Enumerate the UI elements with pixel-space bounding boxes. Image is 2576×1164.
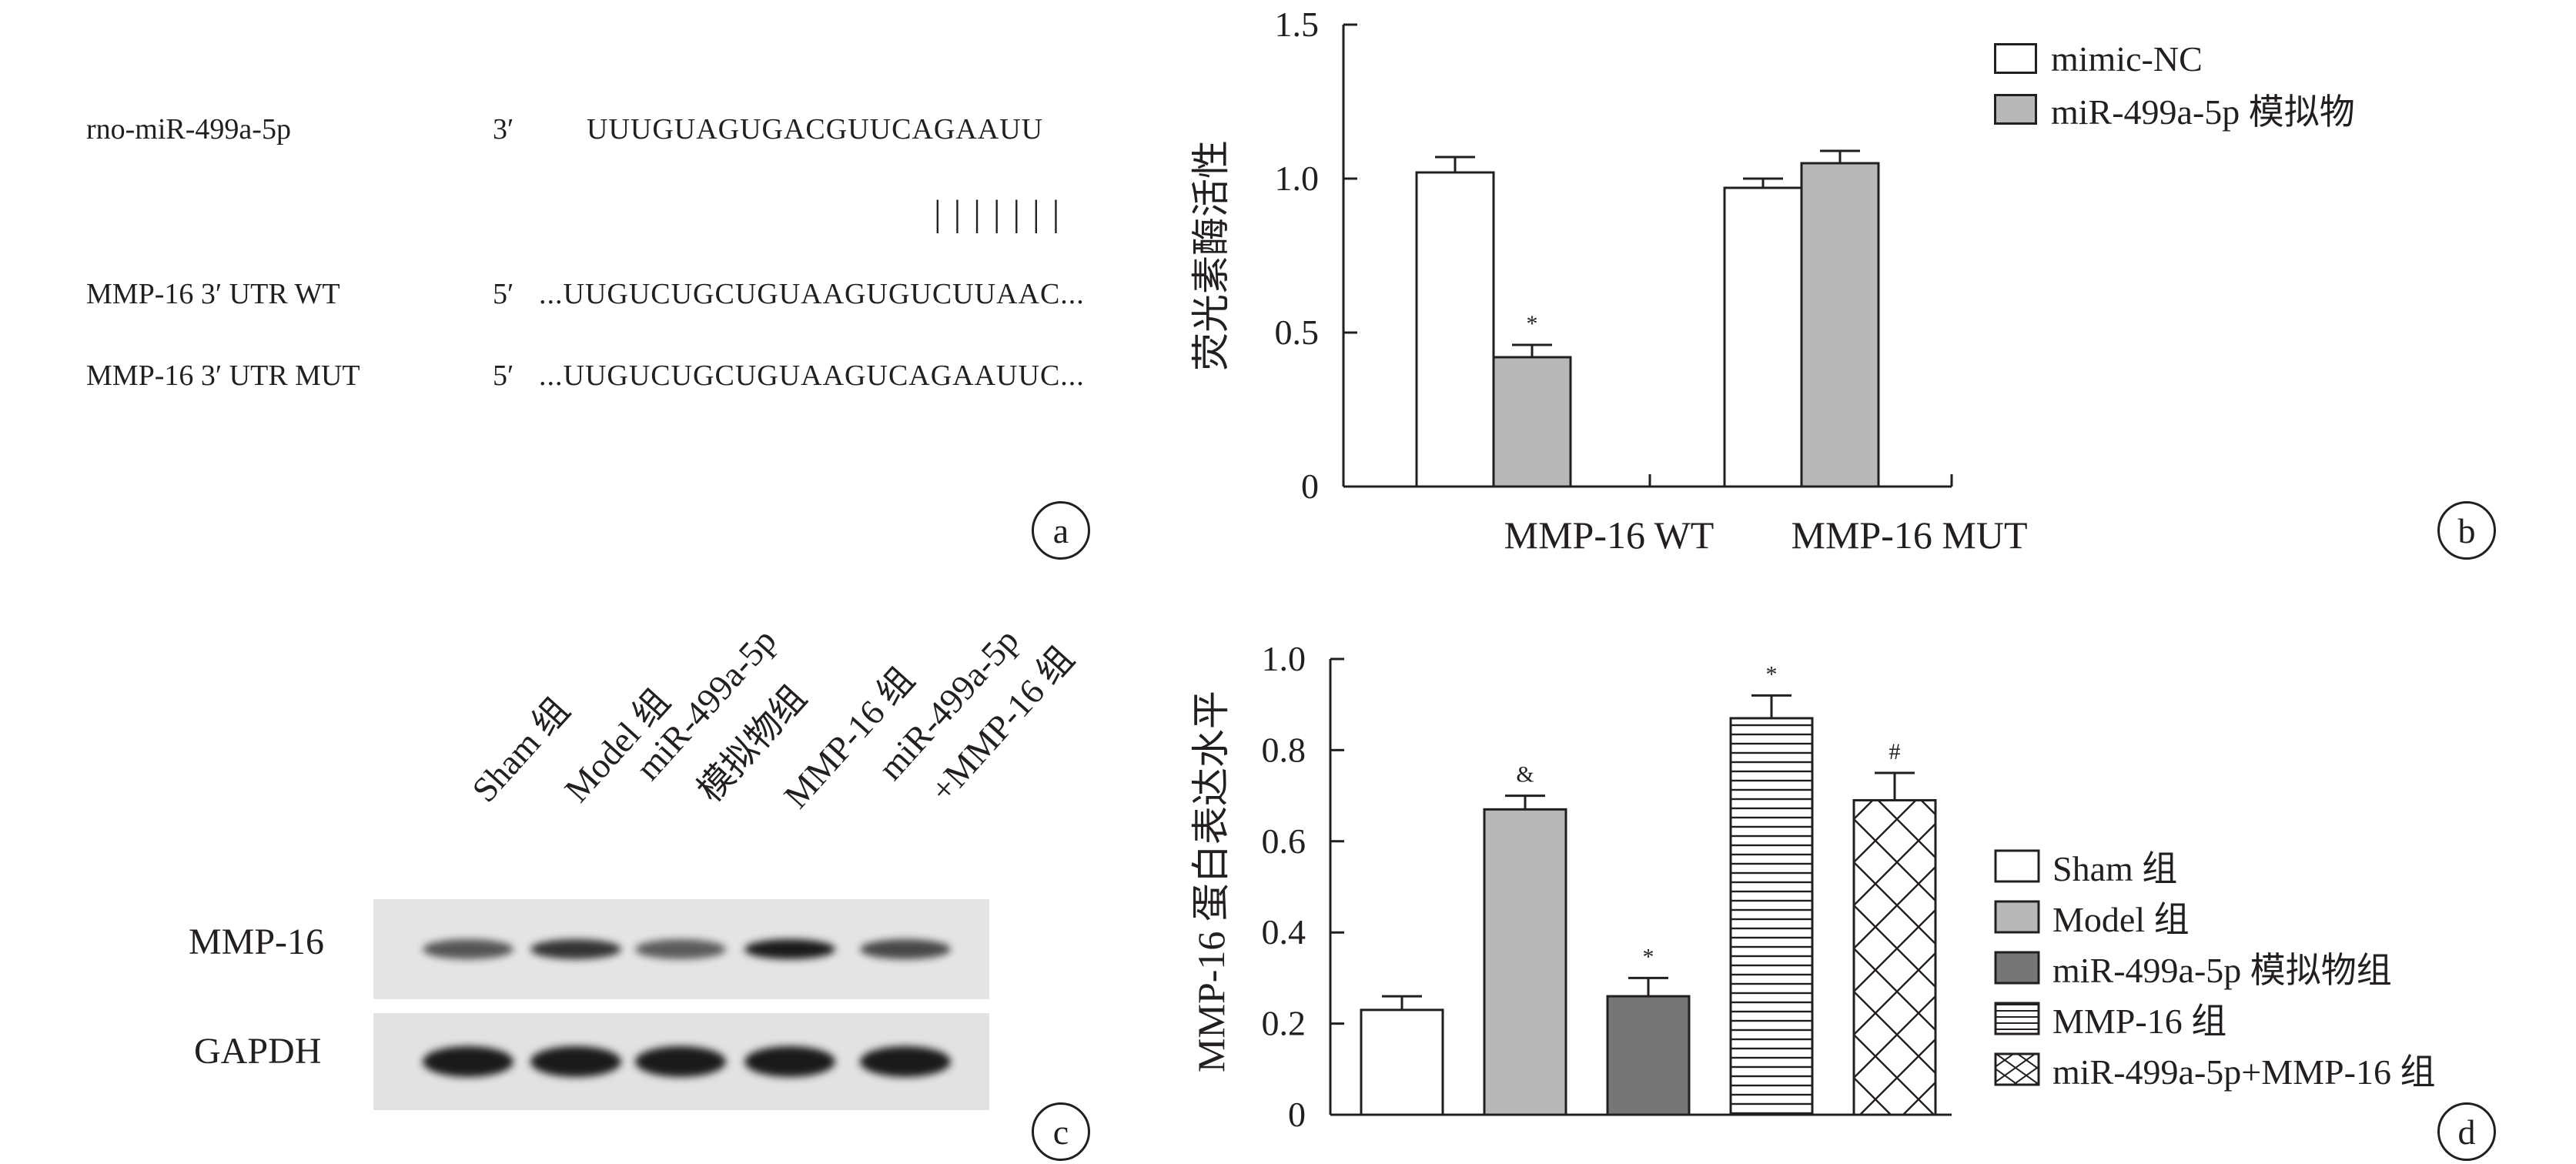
legend-d-label-4: MMP-16 组 [2052,1002,2227,1041]
panel-label-a: a [1032,501,1090,560]
chart-b-ytick-label-3: 1.5 [1275,5,1320,44]
chart-b-xlabel-1: MMP-16 MUT [1791,513,2028,557]
legend-d-label-1: Sham 组 [2052,849,2178,888]
chart-d-ytick-label-2: 0.4 [1262,912,1306,952]
gapdh-band-2 [530,1046,621,1077]
chart-d-bar-4 [1852,799,1937,1116]
legend-d-label-3: miR-499a-5p 模拟物组 [2052,951,2392,990]
blot-strip-mmp16 [373,899,989,999]
seq-pairing-lines: | | | | | | | [934,193,1062,234]
blot-protein-label-mmp16: MMP-16 [189,922,325,962]
chart-d-mark-3: * [1766,661,1778,687]
chart-d-bar-0 [1360,1008,1444,1116]
seq-row-wt-sequence: ...UUGUCUGCUGUAAGUGUCUUAAC... [539,278,1085,310]
chart-d-ylabel: MMP-16 蛋白表达水平 [1189,691,1233,1072]
chart-d-ytick-label-3: 0.6 [1262,821,1306,861]
chart-b-bar-1-0 [1723,186,1803,488]
legend-d-label-2: Model 组 [2052,900,2190,939]
legend-b-label-mimic: miR-499a-5p 模拟物 [2051,92,2355,132]
chart-d-ytick-label-5: 1.0 [1262,639,1306,678]
seq-row-mirna-name: rno-miR-499a-5p [86,113,291,146]
legend-d-swatch-5 [1994,1052,2040,1086]
chart-d-ytick-label-0: 0 [1288,1095,1306,1134]
seq-row-wt-name: MMP-16 3′ UTR WT [86,278,340,310]
chart-b-ytick-label-1: 0.5 [1275,313,1320,352]
legend-d-swatch-2 [1994,900,2040,934]
chart-d-ytick-label-4: 0.8 [1262,730,1306,769]
chart-d-mark-2: * [1643,944,1654,969]
panel-label-c: c [1032,1102,1090,1161]
mmp16-band-3 [635,939,726,959]
chart-b-bar-0-0 [1415,171,1495,488]
seq-row-mirna-end: 3′ [493,113,514,146]
mmp16-band-5 [860,939,951,959]
mmp16-band-4 [744,939,835,959]
chart-b-mark-0-1: * [1527,311,1538,336]
chart-b-xlabel-0: MMP-16 WT [1504,513,1715,557]
chart-b-ytick-label-2: 1.0 [1275,159,1320,198]
chart-d-mark-4: # [1889,739,1901,764]
gapdh-band-4 [744,1046,835,1077]
chart-b-bar-1-1 [1800,162,1880,488]
gapdh-band-5 [860,1046,951,1077]
seq-row-mut-name: MMP-16 3′ UTR MUT [86,360,360,392]
blot-strip-gapdh [373,1013,989,1110]
mmp16-band-1 [423,939,514,959]
chart-b-ylabel: 荧光素酶活性 [1189,140,1233,371]
chart-d-bar-2 [1606,995,1691,1116]
chart-d-bar-1 [1483,808,1567,1116]
seq-row-mut-end: 5′ [493,360,514,392]
chart-b-ytick-label-0: 0 [1301,467,1319,506]
legend-d-swatch-3 [1994,951,2040,985]
legend-b-swatch-mimic-nc [1994,43,2037,74]
blot-protein-label-gapdh: GAPDH [194,1031,322,1072]
chart-d-bar-3 [1729,717,1814,1116]
legend-b: mimic-NC miR-499a-5p 模拟物 [1994,35,2355,132]
gapdh-band-3 [635,1046,726,1077]
panel-label-d: d [2437,1102,2496,1161]
gapdh-band-1 [423,1046,514,1077]
legend-d-label-5: miR-499a-5p+MMP-16 组 [2052,1052,2436,1092]
seq-row-wt-end: 5′ [493,278,514,310]
legend-b-label-mimic-nc: mimic-NC [2051,38,2203,79]
panel-label-b: b [2437,501,2496,560]
legend-d: Sham 组 Model 组 miR-499a-5p 模拟物组 MMP-16 组… [1994,842,2435,1093]
legend-d-swatch-1 [1994,849,2040,883]
legend-d-swatch-4 [1994,1002,2040,1035]
seq-row-mirna-sequence: UUUGUAGUGACGUUCAGAAUU [587,113,1044,146]
chart-d-ytick-label-1: 0.2 [1262,1004,1306,1043]
mmp16-band-2 [530,939,621,959]
chart-b-bar-0-1 [1492,356,1572,488]
chart-d-mark-1: & [1516,762,1534,788]
legend-b-swatch-mimic [1994,94,2037,125]
seq-row-mut-sequence: ...UUGUCUGCUGUAAGUCAGAAUUC... [539,360,1085,392]
